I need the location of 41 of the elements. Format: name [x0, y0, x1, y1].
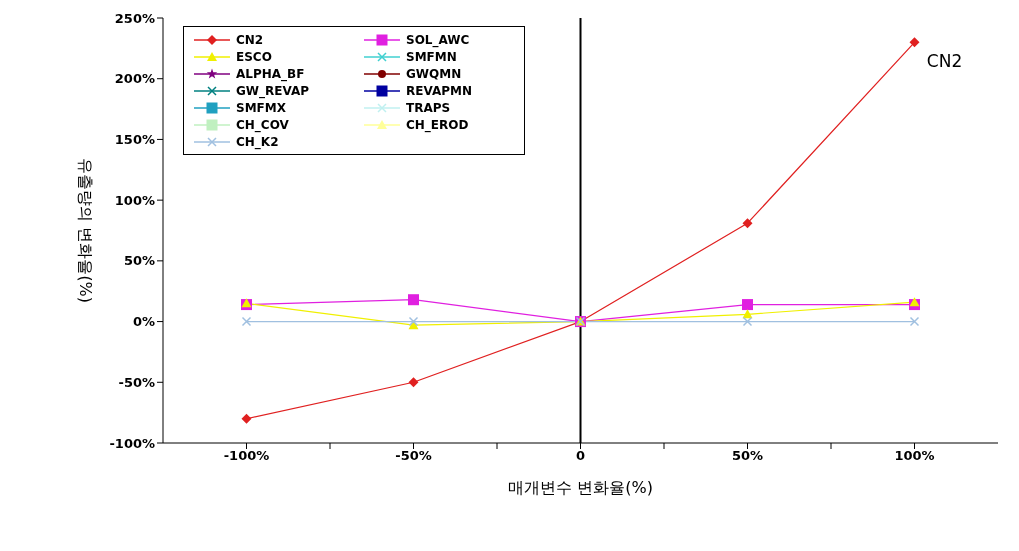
y-axis-title: 유출량의 변화율(%) — [76, 158, 96, 303]
x-tick-label: -50% — [395, 448, 432, 464]
point — [742, 309, 753, 319]
legend-label: CH_K2 — [236, 134, 279, 149]
point — [909, 316, 920, 327]
point — [408, 316, 419, 327]
x-axis-title: 매개변수 변화율(%) — [508, 478, 653, 497]
y-tick-label: 200% — [114, 71, 155, 87]
y-tick-label: 0% — [132, 314, 155, 330]
point — [742, 299, 753, 311]
point — [241, 316, 252, 327]
y-tick-label: 150% — [114, 132, 155, 148]
legend-label: CN2 — [236, 32, 264, 47]
legend-label: SMFMN — [406, 49, 457, 64]
legend-label: TRAPS — [406, 100, 451, 115]
y-tick-label: 250% — [114, 10, 155, 26]
point — [909, 37, 920, 48]
legend-label: SMFMX — [236, 100, 286, 115]
y-tick-label: -50% — [118, 374, 155, 390]
y-tick-label: 100% — [114, 192, 155, 208]
x-tick-label: 50% — [731, 448, 764, 464]
legend-label: ALPHA_BF — [236, 66, 305, 81]
x-tick-label: -100% — [223, 448, 270, 464]
point — [742, 316, 753, 327]
legend-label: ESCO — [236, 49, 272, 64]
legend-label: REVAPMN — [406, 83, 472, 98]
x-tick-label: 100% — [894, 448, 935, 464]
legend-label: SOL_AWC — [406, 32, 470, 47]
y-tick-label: -100% — [109, 435, 155, 451]
point — [909, 297, 920, 307]
y-tick-label: 50% — [123, 253, 155, 269]
point — [408, 294, 419, 306]
x-tick-label: 0 — [575, 448, 586, 464]
legend-label: GW_REVAP — [236, 83, 310, 98]
point — [408, 377, 419, 388]
point — [241, 413, 252, 424]
legend-label: GWQMN — [406, 66, 462, 81]
legend-label: CH_COV — [236, 117, 289, 132]
annotation: CN2 — [926, 51, 963, 72]
point — [742, 218, 753, 229]
legend-label: CH_EROD — [406, 117, 469, 132]
